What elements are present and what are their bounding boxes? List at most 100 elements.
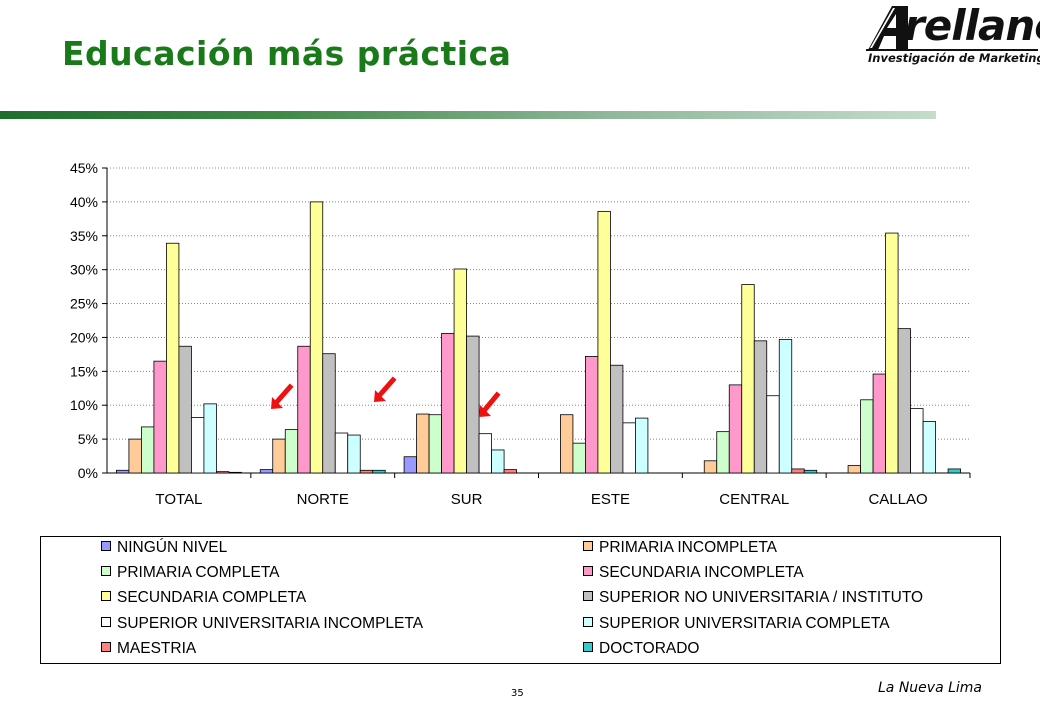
bar xyxy=(791,468,805,474)
legend-item: DOCTORADO xyxy=(583,640,699,658)
bar xyxy=(597,210,611,474)
arrow-icon xyxy=(479,391,501,416)
y-tick-label: 45% xyxy=(70,160,98,176)
y-tick-label: 10% xyxy=(70,397,98,413)
bar xyxy=(572,442,586,474)
bar xyxy=(503,469,517,474)
bar xyxy=(309,201,324,474)
legend-item: SUPERIOR UNIVERSITARIA INCOMPLETA xyxy=(101,615,423,633)
logo-a-icon xyxy=(868,6,908,50)
legend-label: DOCTORADO xyxy=(599,640,700,657)
bar xyxy=(622,422,636,474)
legend-item: PRIMARIA COMPLETA xyxy=(101,564,280,582)
y-tick-label: 40% xyxy=(70,194,98,210)
bar xyxy=(153,360,167,474)
bar xyxy=(334,432,349,474)
logo-wordmark: rellano xyxy=(904,1,1040,50)
legend-swatch xyxy=(583,541,593,551)
bar xyxy=(359,469,374,474)
bar-chart: 0% 5% 10% 15% 20% 25% 30% 35% 40% 45% TOTAL NORTE SU… xyxy=(70,160,971,508)
arrowhead-icon xyxy=(479,405,491,417)
x-tick-label: TOTAL xyxy=(155,491,202,508)
bar xyxy=(910,408,924,474)
legend-label: SECUNDARIA COMPLETA xyxy=(117,589,307,606)
bar xyxy=(178,345,192,474)
bar xyxy=(872,373,886,474)
bar xyxy=(728,384,743,474)
chart-legend: NINGÚN NIVEL PRIMARIA INCOMPLETA PRIMARIA … xyxy=(40,536,1001,664)
legend-item: SUPERIOR UNIVERSITARIA COMPLETA xyxy=(583,615,890,633)
bar xyxy=(116,469,130,474)
page-title: Educación más práctica xyxy=(62,34,512,73)
legend-label: SUPERIOR UNIVERSITARIA COMPLETA xyxy=(599,615,890,632)
bar xyxy=(347,434,361,474)
legend-swatch xyxy=(583,591,593,601)
bar xyxy=(585,356,599,474)
bar xyxy=(478,433,492,474)
bar xyxy=(216,471,230,474)
legend-label: MAESTRIA xyxy=(117,640,197,657)
bar xyxy=(922,421,936,474)
bar xyxy=(453,268,467,474)
logo-tagline: Investigación de Marketing xyxy=(868,51,1040,65)
bar xyxy=(203,403,217,474)
legend-label: NINGÚN NIVEL xyxy=(117,539,228,556)
bar xyxy=(860,399,874,474)
legend-swatch xyxy=(101,591,111,601)
x-tick-label: NORTE xyxy=(297,491,349,508)
bar xyxy=(259,469,274,474)
bar xyxy=(716,431,730,474)
bar xyxy=(753,340,768,474)
bar xyxy=(416,413,430,474)
bar xyxy=(703,460,718,474)
legend-label: SECUNDARIA INCOMPLETA xyxy=(599,564,804,581)
legend-swatch xyxy=(583,566,593,576)
bar xyxy=(191,417,205,474)
y-tick-label: 35% xyxy=(70,228,98,244)
bar xyxy=(491,449,505,474)
arrowhead-icon xyxy=(271,397,283,409)
legend-swatch xyxy=(101,617,111,627)
bar xyxy=(166,242,180,474)
x-tick-label: ESTE xyxy=(591,491,630,508)
y-tick-label: 5% xyxy=(78,431,98,447)
bar xyxy=(322,353,336,474)
legend-item: MAESTRIA xyxy=(101,640,196,658)
bar xyxy=(897,328,911,474)
legend-label: PRIMARIA INCOMPLETA xyxy=(599,539,777,556)
legend-item: NINGÚN NIVEL xyxy=(101,539,227,557)
legend-swatch xyxy=(101,642,111,652)
bar xyxy=(141,426,155,474)
bar xyxy=(560,414,574,474)
bar xyxy=(466,335,480,474)
legend-swatch xyxy=(583,642,593,652)
y-tick-label: 20% xyxy=(70,329,98,345)
bar xyxy=(635,417,649,474)
bar xyxy=(610,364,624,474)
arrowhead-icon xyxy=(374,390,386,402)
bar xyxy=(885,232,899,474)
bar xyxy=(403,456,417,474)
bar xyxy=(847,465,861,474)
arrow-icon xyxy=(374,376,397,401)
legend-label: SUPERIOR UNIVERSITARIA INCOMPLETA xyxy=(117,615,424,632)
bar xyxy=(947,468,961,474)
y-tick-label: 0% xyxy=(78,465,98,481)
footer-text: La Nueva Lima xyxy=(878,680,983,696)
x-tick-label: SUR xyxy=(451,491,483,508)
bar xyxy=(778,339,793,474)
bar xyxy=(741,284,755,474)
bar xyxy=(441,332,455,474)
bar xyxy=(272,438,286,474)
x-tick-label: CENTRAL xyxy=(719,491,789,508)
legend-item: SECUNDARIA COMPLETA xyxy=(101,589,306,607)
y-tick-label: 15% xyxy=(70,363,98,379)
legend-item: SUPERIOR NO UNIVERSITARIA / INSTITUTO xyxy=(583,589,923,607)
legend-swatch xyxy=(583,617,593,627)
bar xyxy=(372,469,386,474)
bar xyxy=(766,395,780,474)
legend-label: SUPERIOR NO UNIVERSITARIA / INSTITUTO xyxy=(599,589,924,606)
bar xyxy=(284,429,299,474)
x-tick-label: CALLAO xyxy=(868,491,927,508)
legend-label: PRIMARIA COMPLETA xyxy=(117,564,280,581)
